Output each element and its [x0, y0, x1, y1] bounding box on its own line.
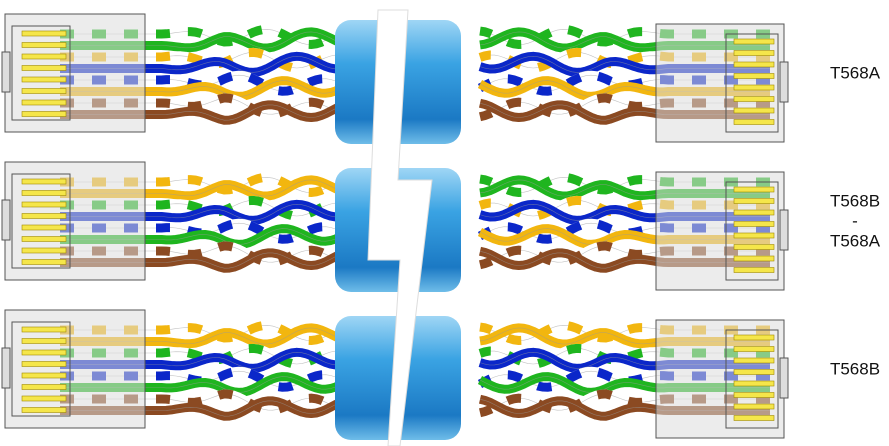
pin	[22, 373, 66, 378]
pin	[22, 248, 66, 253]
connector-tab	[2, 200, 10, 240]
pin	[22, 327, 66, 332]
pin	[22, 350, 66, 355]
pin	[734, 393, 774, 398]
pin	[734, 120, 774, 125]
pin	[734, 381, 774, 386]
pin	[734, 39, 774, 44]
pin	[22, 385, 66, 390]
connector-tab	[780, 358, 788, 398]
pin	[734, 358, 774, 363]
pin	[734, 97, 774, 102]
pin	[22, 408, 66, 413]
pin	[22, 43, 66, 48]
pin	[734, 74, 774, 79]
connector-tab	[780, 62, 788, 102]
pin	[22, 112, 66, 117]
pin	[734, 62, 774, 67]
pin	[22, 260, 66, 265]
pin	[734, 245, 774, 250]
pin	[22, 214, 66, 219]
pin	[734, 199, 774, 204]
pin	[22, 179, 66, 184]
pin	[22, 89, 66, 94]
pin	[734, 108, 774, 113]
pin	[734, 222, 774, 227]
pin	[22, 237, 66, 242]
pin	[734, 85, 774, 90]
pin	[734, 370, 774, 375]
pin	[734, 404, 774, 409]
pin	[22, 31, 66, 36]
row-label: T568B	[830, 359, 880, 378]
connector-tab	[2, 348, 10, 388]
pin	[22, 66, 66, 71]
pin	[22, 77, 66, 82]
pin	[734, 268, 774, 273]
pin	[22, 396, 66, 401]
pin	[22, 225, 66, 230]
pin	[22, 191, 66, 196]
pin	[734, 416, 774, 421]
pin	[22, 54, 66, 59]
pin	[734, 335, 774, 340]
row-label: T568A	[830, 231, 881, 250]
pin	[734, 233, 774, 238]
row-label: T568B	[830, 191, 880, 210]
row-label: -	[852, 211, 858, 230]
pin	[22, 202, 66, 207]
row-label: T568A	[830, 63, 881, 82]
connector-tab	[780, 210, 788, 250]
diagram: T568AT568B-T568AT568B	[0, 0, 889, 446]
connector-tab	[2, 52, 10, 92]
pin	[734, 51, 774, 56]
pin	[734, 187, 774, 192]
pin	[22, 100, 66, 105]
pin	[734, 256, 774, 261]
pin	[734, 210, 774, 215]
pin	[22, 362, 66, 367]
pin	[734, 347, 774, 352]
pin	[22, 339, 66, 344]
